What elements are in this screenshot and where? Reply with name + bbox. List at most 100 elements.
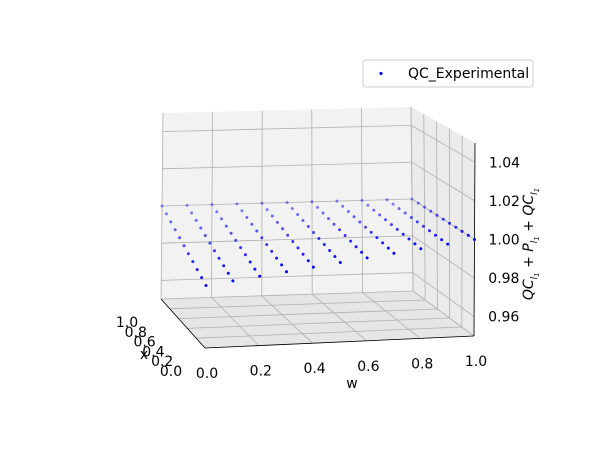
data-point bbox=[372, 208, 376, 212]
grid-line-floor-x bbox=[169, 299, 426, 310]
data-point bbox=[381, 241, 385, 245]
w-tick-label: 0.0 bbox=[196, 366, 218, 382]
tick-labels: 0.00.20.40.60.81.00.0 0.2 0.4 0.6 0.8 1.00.96… bbox=[116, 155, 520, 382]
data-point bbox=[312, 231, 316, 234]
legend: QC_Experimental bbox=[362, 59, 534, 88]
scatter-points bbox=[160, 197, 476, 287]
data-point bbox=[389, 223, 393, 227]
back-pane-x bbox=[161, 107, 413, 299]
w-tick-label: 0.6 bbox=[357, 359, 379, 375]
data-point bbox=[285, 201, 289, 204]
data-point bbox=[358, 220, 362, 224]
data-point bbox=[317, 237, 321, 240]
data-point bbox=[419, 247, 423, 251]
legend-entry-label: QC_Experimental bbox=[408, 66, 529, 82]
data-point bbox=[360, 198, 364, 202]
x-tick-label: 0.2 bbox=[151, 354, 173, 370]
data-point bbox=[378, 213, 382, 217]
grid-line-back-z bbox=[161, 235, 413, 244]
data-point bbox=[215, 210, 219, 214]
data-point bbox=[213, 249, 216, 253]
axis-panes bbox=[161, 107, 475, 348]
data-point bbox=[226, 271, 230, 275]
data-point bbox=[397, 207, 401, 211]
data-point bbox=[332, 222, 336, 226]
x-tick-label: 0.6 bbox=[133, 335, 155, 351]
data-point bbox=[321, 211, 325, 215]
data-point bbox=[208, 241, 212, 245]
data-point bbox=[306, 259, 310, 263]
z-tick-label: 0.96 bbox=[488, 310, 519, 326]
data-point bbox=[191, 260, 195, 264]
grid-line-back-z bbox=[162, 125, 412, 132]
data-point bbox=[306, 225, 310, 228]
z-tick-label: 1.04 bbox=[489, 155, 520, 171]
data-point bbox=[243, 253, 247, 257]
data-point bbox=[429, 209, 433, 213]
data-point bbox=[440, 238, 444, 242]
x-axis-line bbox=[160, 298, 206, 349]
data-point bbox=[270, 249, 274, 253]
grid-line-back-z bbox=[161, 272, 413, 281]
data-point bbox=[466, 233, 470, 237]
data-point bbox=[316, 205, 319, 209]
w-axis-label: w bbox=[346, 376, 357, 392]
data-point bbox=[275, 256, 279, 260]
z-axis-label: QCl1 + Pl1 + QCl1 bbox=[521, 188, 541, 300]
data-point bbox=[265, 243, 269, 247]
data-point bbox=[200, 276, 204, 280]
data-point bbox=[260, 236, 264, 240]
z-tick-label: 1.02 bbox=[489, 194, 520, 210]
data-point bbox=[375, 236, 379, 240]
data-point bbox=[199, 226, 203, 230]
z-tick-label: 1.00 bbox=[489, 233, 520, 249]
x-tick-label: 0.8 bbox=[125, 325, 147, 341]
grid-line-right-z bbox=[412, 235, 475, 279]
grid-line-floor-x bbox=[187, 317, 450, 329]
data-point bbox=[182, 244, 186, 248]
data-point bbox=[448, 221, 451, 225]
data-point bbox=[473, 238, 476, 241]
x-axis-label: x bbox=[140, 347, 148, 363]
right-pane-w bbox=[411, 107, 475, 336]
data-point bbox=[341, 204, 345, 208]
data-point bbox=[385, 198, 389, 202]
data-point bbox=[258, 274, 262, 278]
data-point bbox=[428, 229, 431, 233]
data-point bbox=[169, 220, 173, 224]
data-point bbox=[301, 219, 305, 222]
grid-line-floor-w bbox=[211, 297, 260, 346]
data-point bbox=[240, 209, 244, 213]
data-point bbox=[253, 267, 257, 271]
data-point bbox=[210, 203, 214, 207]
data-point bbox=[407, 237, 411, 241]
data-point bbox=[281, 227, 285, 231]
data-point bbox=[421, 224, 425, 228]
grid-line-back-z bbox=[161, 198, 413, 207]
data-point bbox=[460, 229, 464, 233]
data-point bbox=[360, 250, 364, 254]
data-point bbox=[222, 264, 226, 268]
data-point bbox=[260, 201, 264, 205]
data-point bbox=[343, 234, 347, 237]
data-point bbox=[364, 225, 367, 229]
grid-line-floor-w bbox=[412, 290, 475, 337]
data-point bbox=[195, 268, 199, 272]
data-point bbox=[291, 240, 295, 243]
data-point bbox=[395, 227, 399, 231]
data-point bbox=[454, 225, 458, 229]
grid-line-right-z bbox=[410, 125, 476, 163]
data-point bbox=[434, 233, 437, 237]
data-point bbox=[239, 246, 243, 250]
data-point bbox=[415, 220, 419, 224]
data-point bbox=[423, 205, 426, 209]
data-point bbox=[413, 242, 417, 246]
data-point bbox=[204, 284, 208, 287]
data-point bbox=[328, 249, 332, 252]
data-point bbox=[245, 216, 249, 219]
z-tick-label: 0.98 bbox=[488, 271, 519, 287]
data-point bbox=[194, 218, 198, 222]
legend-box bbox=[362, 59, 534, 88]
grid-line-floor-x bbox=[160, 290, 414, 300]
